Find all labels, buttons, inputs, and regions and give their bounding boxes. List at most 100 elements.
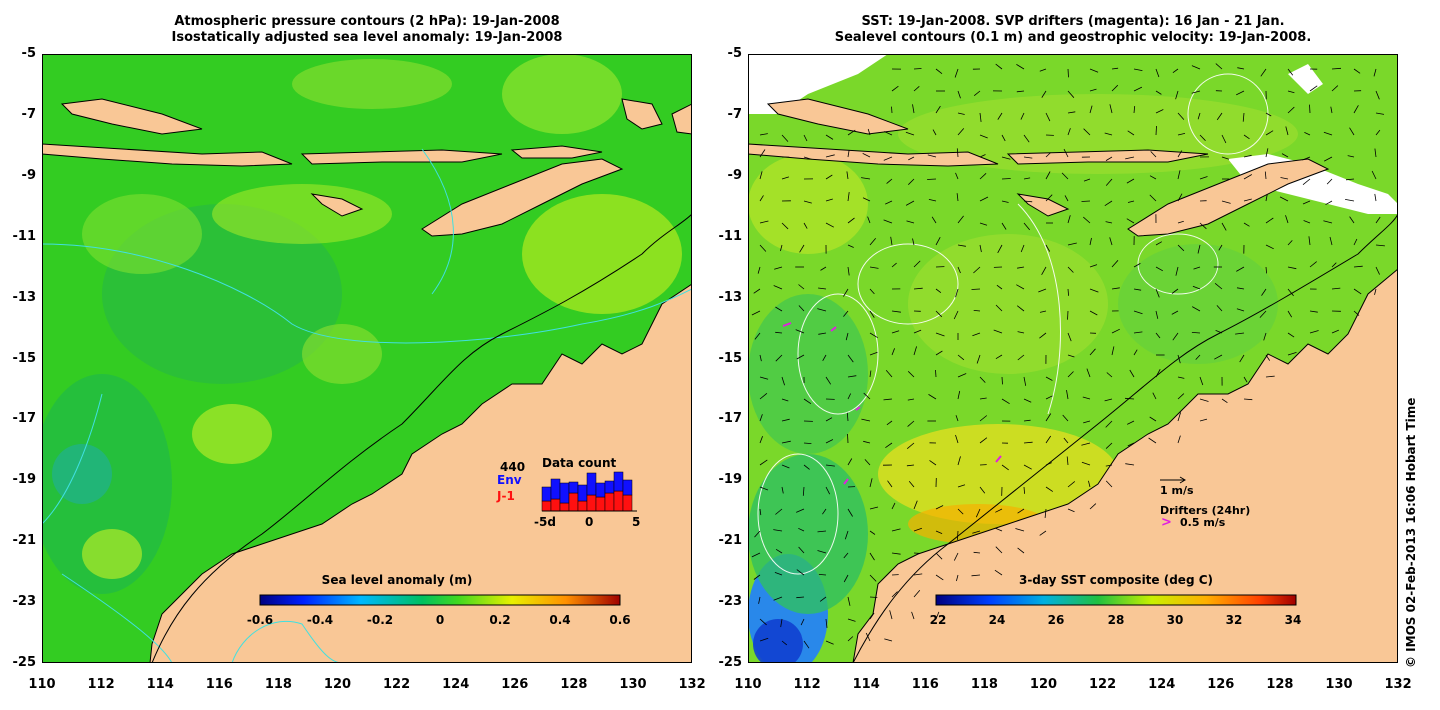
velocity-arrow bbox=[773, 285, 783, 290]
velocity-arrow bbox=[1199, 398, 1209, 402]
velocity-arrow bbox=[1067, 310, 1069, 320]
velocity-arrow bbox=[825, 174, 833, 180]
velocity-arrow bbox=[1081, 461, 1091, 466]
x-tick-label: 114 bbox=[146, 677, 174, 692]
velocity-arrow bbox=[1215, 63, 1223, 70]
x-tick-label: 112 bbox=[87, 677, 115, 692]
velocity-arrow bbox=[759, 637, 769, 642]
velocity-arrow bbox=[861, 418, 871, 422]
velocity-arrow bbox=[1345, 199, 1355, 202]
velocity-arrow bbox=[927, 178, 937, 180]
velocity-arrow bbox=[796, 354, 805, 360]
velocity-arrow bbox=[979, 222, 988, 226]
velocity-arrow bbox=[1303, 220, 1311, 224]
velocity-arrow bbox=[847, 375, 857, 378]
velocity-arrow bbox=[825, 486, 831, 495]
velocity-arrow bbox=[819, 596, 827, 602]
sst-tick: 26 bbox=[1048, 613, 1065, 627]
velocity-arrow bbox=[979, 196, 989, 202]
velocity-arrow bbox=[817, 308, 827, 312]
left-map: Data count 440 Env J-1 -5d 0 5 Sea level… bbox=[42, 54, 692, 663]
velocity-arrow bbox=[781, 398, 789, 402]
velocity-arrow bbox=[803, 222, 808, 229]
velocity-arrow bbox=[869, 266, 879, 269]
velocity-arrow bbox=[825, 222, 834, 228]
velocity-arrow bbox=[1111, 346, 1115, 356]
velocity-arrow bbox=[781, 376, 785, 386]
velocity-arrow bbox=[1347, 155, 1355, 158]
velocity-arrow bbox=[1023, 200, 1033, 203]
velocity-arrow bbox=[993, 329, 1003, 334]
velocity-arrow bbox=[975, 508, 981, 518]
velocity-arrow bbox=[1062, 414, 1069, 422]
velocity-arrow bbox=[1308, 236, 1311, 246]
velocity-arrow bbox=[1345, 178, 1355, 181]
velocity-arrow bbox=[935, 530, 943, 534]
velocity-arrow bbox=[1023, 419, 1031, 422]
velocity-arrow bbox=[1001, 398, 1010, 405]
velocity-arrow bbox=[891, 528, 901, 532]
velocity-arrow bbox=[1133, 263, 1141, 268]
velocity-arrow bbox=[846, 412, 849, 422]
velocity-arrow bbox=[935, 552, 943, 560]
velocity-arrow bbox=[825, 198, 833, 202]
velocity-arrow bbox=[1216, 305, 1223, 312]
velocity-arrow bbox=[822, 354, 827, 361]
velocity-arrow bbox=[1171, 288, 1179, 294]
velocity-arrow bbox=[1177, 112, 1185, 120]
velocity-arrow bbox=[885, 442, 893, 449]
velocity-arrow bbox=[908, 481, 915, 488]
velocity-arrow bbox=[1045, 395, 1053, 400]
velocity-arrow bbox=[1326, 178, 1333, 185]
velocity-arrow bbox=[935, 369, 937, 378]
velocity-arrow bbox=[847, 508, 853, 517]
velocity-arrow bbox=[863, 440, 871, 444]
velocity-arrow bbox=[1083, 420, 1091, 424]
velocity-arrow bbox=[1109, 237, 1113, 246]
velocity-arrow bbox=[773, 529, 783, 532]
velocity-arrow bbox=[1023, 156, 1033, 159]
velocity-arrow bbox=[825, 640, 834, 645]
velocity-arrow bbox=[956, 193, 959, 202]
velocity-arrow bbox=[1111, 67, 1119, 70]
sla-tick: 0 bbox=[436, 613, 444, 627]
velocity-arrow bbox=[869, 574, 877, 582]
velocity-arrow bbox=[1067, 288, 1069, 296]
velocity-arrow bbox=[1331, 287, 1341, 290]
velocity-arrow bbox=[1177, 393, 1185, 400]
velocity-arrow bbox=[979, 173, 987, 180]
velocity-arrow bbox=[759, 618, 767, 626]
velocity-arrow bbox=[1133, 331, 1143, 334]
velocity-arrow bbox=[847, 129, 856, 136]
inset-bar-env bbox=[622, 479, 633, 496]
velocity-arrow bbox=[1281, 153, 1289, 158]
velocity-arrow bbox=[1177, 133, 1186, 136]
velocity-arrow bbox=[1309, 104, 1311, 114]
y-tick-label: -15 bbox=[12, 350, 37, 366]
velocity-arrow bbox=[869, 506, 879, 510]
velocity-arrow bbox=[1309, 261, 1317, 268]
velocity-arrow bbox=[1177, 376, 1185, 379]
velocity-arrow bbox=[957, 112, 965, 115]
velocity-arrow bbox=[1353, 238, 1358, 246]
velocity-arrow bbox=[1374, 148, 1377, 158]
velocity-arrow bbox=[1287, 240, 1293, 246]
velocity-arrow bbox=[1016, 305, 1025, 312]
velocity-arrow bbox=[1259, 310, 1267, 318]
velocity-arrow bbox=[1353, 288, 1362, 295]
velocity-arrow bbox=[1127, 130, 1135, 136]
velocity-arrow bbox=[867, 128, 871, 136]
velocity-arrow bbox=[1221, 156, 1230, 160]
velocity-arrow bbox=[1133, 349, 1138, 356]
velocity-arrow bbox=[1017, 354, 1025, 361]
velocity-arrow bbox=[1148, 437, 1157, 444]
velocity-arrow bbox=[913, 86, 920, 92]
velocity-arrow bbox=[817, 530, 827, 533]
velocity-arrow bbox=[1149, 175, 1157, 180]
velocity-arrow bbox=[1371, 170, 1377, 180]
velocity-arrow bbox=[751, 552, 761, 558]
y-tick-label: -21 bbox=[12, 533, 37, 549]
velocity-arrow bbox=[753, 288, 761, 294]
velocity-arrow bbox=[843, 288, 849, 297]
y-tick-label: -17 bbox=[12, 411, 37, 427]
